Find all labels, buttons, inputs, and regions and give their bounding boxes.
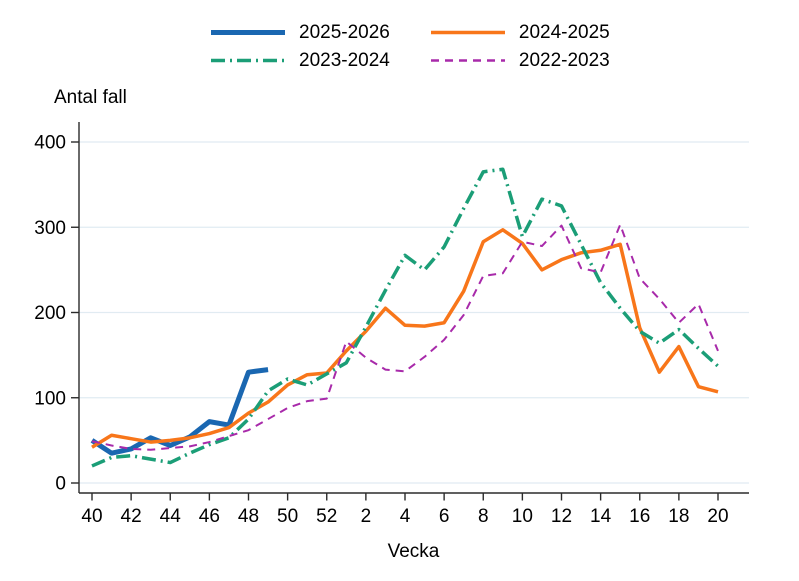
x-tick-label: 8 — [478, 506, 489, 527]
legend-item-2023-2024: 2023-2024 — [210, 50, 390, 71]
x-tick-label: 10 — [512, 506, 533, 527]
y-axis-tick-labels: 0 100 200 300 400 — [34, 133, 66, 495]
x-tick-label: 16 — [629, 506, 650, 527]
legend-item-2025-2026: 2025-2026 — [210, 22, 390, 43]
x-tick-label: 2 — [361, 506, 372, 527]
gridlines — [79, 141, 749, 484]
legend-item-2022-2023: 2022-2023 — [430, 50, 610, 71]
legend-label: 2023-2024 — [299, 50, 390, 71]
x-tick-label: 46 — [199, 506, 220, 527]
legend: 2025-2026 2024-2025 2023-2024 2022-2023 — [210, 22, 610, 71]
x-tick-label: 52 — [316, 506, 337, 527]
y-axis-tick-marks — [71, 141, 79, 484]
series-line-2024-2025 — [91, 228, 719, 449]
legend-label: 2025-2026 — [299, 22, 390, 43]
x-tick-label: 40 — [81, 506, 102, 527]
legend-label: 2024-2025 — [518, 22, 610, 43]
x-tick-label: 44 — [160, 506, 182, 527]
x-tick-label: 4 — [400, 506, 411, 527]
legend-line-sample-icon — [430, 59, 505, 62]
legend-label: 2022-2023 — [518, 50, 610, 71]
x-tick-label: 6 — [439, 506, 450, 527]
x-axis-title: Vecka — [387, 541, 440, 562]
legend-line-sample-icon — [211, 58, 285, 63]
y-tick-label: 400 — [34, 133, 66, 154]
y-tick-label: 0 — [55, 474, 66, 495]
x-tick-label: 42 — [121, 506, 142, 527]
x-axis-tick-labels: 40 42 44 46 48 50 52 2 4 6 8 10 12 14 16 18 20 — [81, 506, 728, 527]
y-tick-label: 200 — [34, 303, 66, 324]
x-tick-label: 14 — [590, 506, 612, 527]
x-tick-label: 50 — [277, 506, 298, 527]
legend-line-sample-icon — [211, 30, 285, 35]
x-tick-label: 18 — [668, 506, 689, 527]
x-axis-tick-marks — [91, 493, 719, 501]
y-axis-title: Antal fall — [54, 87, 127, 108]
legend-item-2024-2025: 2024-2025 — [430, 22, 610, 43]
y-tick-label: 300 — [34, 218, 66, 239]
series-lines — [90, 167, 720, 468]
x-tick-label: 20 — [707, 506, 728, 527]
series-line-2023-2024 — [91, 167, 720, 468]
y-tick-label: 100 — [34, 388, 66, 409]
x-tick-label: 12 — [551, 506, 572, 527]
x-tick-label: 48 — [238, 506, 259, 527]
series-line-2025-2026 — [90, 367, 269, 456]
legend-line-sample-icon — [430, 30, 505, 35]
series-line-2022-2023 — [91, 223, 719, 451]
